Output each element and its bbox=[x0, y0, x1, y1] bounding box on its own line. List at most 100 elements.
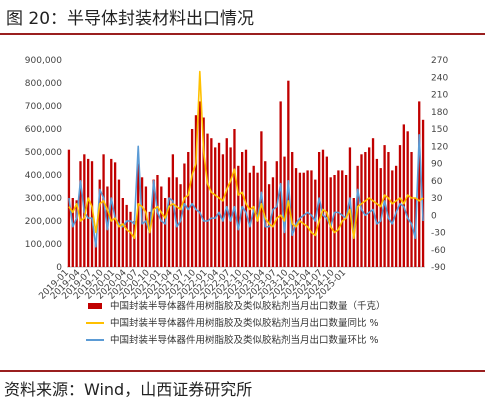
bar bbox=[271, 177, 275, 267]
bar bbox=[110, 158, 113, 267]
bar bbox=[387, 152, 390, 267]
bar bbox=[391, 170, 394, 267]
bar bbox=[148, 211, 151, 267]
bar bbox=[164, 198, 167, 267]
figure-title: 图 20：半导体封装材料出口情况 bbox=[6, 9, 255, 29]
legend-swatch-bar bbox=[88, 303, 102, 309]
legend-label-yoy: 中国封装半导体器件用树脂胶及类似胶粘剂当月出口数量同比 % bbox=[110, 317, 379, 329]
y-right-tick-label: 210 bbox=[431, 91, 448, 101]
y-right-tick-label: 120 bbox=[431, 142, 448, 152]
bar bbox=[67, 149, 71, 267]
y-right-tick-label: 180 bbox=[431, 108, 448, 118]
y-left-tick-label: 0 bbox=[56, 263, 62, 273]
bar bbox=[137, 163, 140, 267]
bar bbox=[179, 184, 182, 267]
y-right-tick-label: 0 bbox=[431, 211, 437, 221]
bar bbox=[221, 154, 225, 267]
bar bbox=[421, 119, 425, 267]
bar bbox=[356, 165, 359, 267]
bar bbox=[144, 186, 148, 267]
bar bbox=[152, 179, 155, 267]
bar bbox=[202, 117, 205, 267]
bar-series-export-volume bbox=[67, 80, 425, 268]
bar bbox=[298, 172, 302, 267]
y-left-tick-label: 100,000 bbox=[25, 240, 62, 250]
bar bbox=[121, 198, 124, 267]
bar bbox=[229, 147, 232, 267]
y-right-tick-label: 30 bbox=[431, 194, 443, 204]
bar bbox=[294, 168, 298, 267]
bar bbox=[264, 161, 267, 267]
bar bbox=[344, 175, 348, 267]
bar bbox=[129, 211, 132, 267]
bar bbox=[94, 239, 98, 267]
bar bbox=[375, 158, 379, 267]
bar bbox=[317, 152, 321, 267]
y-left-tick-label: 500,000 bbox=[25, 148, 62, 158]
bar bbox=[306, 170, 309, 267]
y-right-tick-label: 90 bbox=[431, 160, 443, 170]
line-yoy-pct bbox=[68, 70, 424, 240]
bar bbox=[167, 177, 171, 267]
bar bbox=[337, 170, 340, 267]
bar bbox=[183, 163, 186, 267]
bar bbox=[233, 129, 236, 267]
bar bbox=[75, 200, 78, 267]
bar bbox=[275, 161, 278, 267]
bar bbox=[79, 161, 82, 267]
bar bbox=[364, 152, 367, 267]
y-right-tick-label: -60 bbox=[431, 246, 446, 256]
y-left-tick-label: 600,000 bbox=[25, 125, 62, 135]
bar bbox=[194, 115, 198, 267]
y-right-tick-label: -90 bbox=[431, 263, 446, 273]
bar bbox=[398, 145, 402, 267]
bar bbox=[394, 165, 398, 267]
legend-label-mom: 中国封装半导体器件用树脂胶及类似胶粘剂当月出口数量环比 % bbox=[110, 334, 379, 346]
legend-label-bar: 中国封装半导体器件用树脂胶及类似胶粘剂当月出口数量（千克） bbox=[110, 300, 386, 312]
y-left-tick-label: 800,000 bbox=[25, 79, 62, 89]
bar bbox=[383, 145, 386, 267]
bar bbox=[225, 138, 228, 267]
bar bbox=[333, 175, 336, 267]
bar bbox=[291, 152, 294, 267]
bar bbox=[371, 138, 375, 267]
bar bbox=[206, 133, 209, 267]
y-right-tick-label: 60 bbox=[431, 177, 443, 187]
bar bbox=[217, 142, 221, 267]
bar bbox=[283, 156, 286, 267]
bar bbox=[102, 154, 105, 267]
bar bbox=[302, 172, 305, 267]
y-left-tick-label: 700,000 bbox=[25, 102, 62, 112]
bar bbox=[133, 221, 136, 267]
title-rule bbox=[0, 33, 485, 35]
bar bbox=[329, 177, 332, 267]
line-mom-pct bbox=[68, 133, 424, 248]
bar bbox=[210, 138, 213, 267]
bar bbox=[190, 129, 194, 267]
bar bbox=[348, 147, 352, 267]
bar bbox=[252, 165, 255, 267]
bar bbox=[214, 147, 217, 267]
bar bbox=[368, 147, 371, 267]
y-right-tick-label: 150 bbox=[431, 125, 448, 135]
bar bbox=[314, 179, 317, 267]
line-series-group bbox=[68, 70, 424, 248]
y-left-tick-label: 200,000 bbox=[25, 217, 62, 227]
bar bbox=[198, 101, 201, 268]
y-left-tick-label: 300,000 bbox=[25, 194, 62, 204]
bar bbox=[87, 158, 90, 267]
chart-legend: 中国封装半导体器件用树脂胶及类似胶粘剂当月出口数量（千克） 中国封装半导体器件用树… bbox=[86, 300, 386, 346]
bar bbox=[287, 80, 290, 267]
y-right-tick-label: 270 bbox=[431, 56, 448, 66]
bar bbox=[125, 204, 128, 267]
bar bbox=[244, 149, 248, 267]
bar bbox=[160, 186, 163, 267]
y-left-tick-label: 900,000 bbox=[25, 56, 62, 66]
bar bbox=[402, 124, 405, 268]
bar bbox=[248, 172, 251, 267]
bar bbox=[171, 154, 175, 267]
bar bbox=[90, 161, 94, 267]
bar bbox=[418, 101, 421, 268]
bar bbox=[71, 198, 74, 267]
